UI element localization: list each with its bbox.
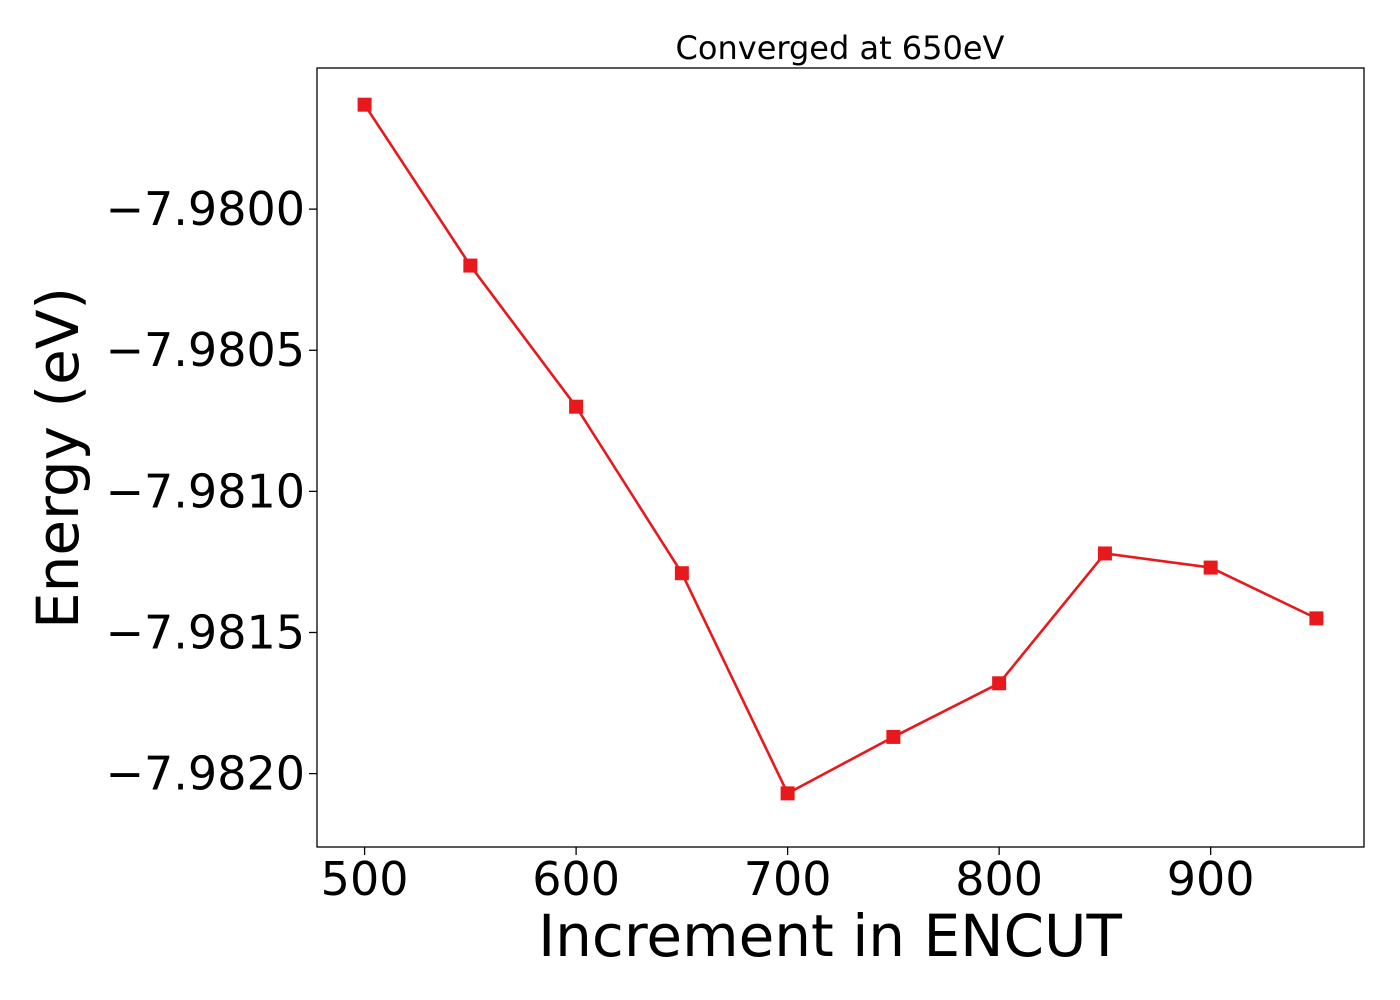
- x-axis-label: Increment in ENCUT: [538, 902, 1122, 970]
- y-axis-label: Energy (eV): [24, 287, 92, 629]
- data-point-marker: [674, 566, 689, 581]
- data-point-marker: [886, 729, 901, 744]
- data-point-marker: [463, 258, 478, 273]
- y-axis-ticks: −7.9800 −7.9805 −7.9810 −7.9815 −7.9820: [106, 182, 317, 801]
- data-point-marker: [992, 676, 1007, 691]
- chart-title: Converged at 650eV: [676, 29, 1005, 67]
- x-tick-label: 900: [1167, 852, 1255, 906]
- plot-frame: [316, 67, 1365, 848]
- data-point-marker: [569, 399, 584, 414]
- x-tick-label: 700: [744, 852, 832, 906]
- series-line: [363, 103, 1317, 795]
- x-tick-label: 600: [532, 852, 620, 906]
- y-tick-label: −7.9810: [106, 464, 306, 518]
- data-point-marker: [1309, 611, 1324, 626]
- data-point-marker: [780, 786, 795, 801]
- data-point-marker: [357, 97, 372, 112]
- x-tick-label: 500: [321, 852, 409, 906]
- y-tick-label: −7.9800: [106, 182, 306, 236]
- data-point-marker: [1097, 546, 1112, 561]
- x-axis-ticks: 500 600 700 800 900: [321, 847, 1255, 906]
- y-tick-label: −7.9805: [106, 323, 306, 377]
- x-tick-label: 800: [955, 852, 1043, 906]
- data-point-marker: [1203, 560, 1218, 575]
- series-layer: [357, 97, 1324, 801]
- y-tick-label: −7.9820: [106, 747, 306, 801]
- y-tick-label: −7.9815: [106, 605, 306, 659]
